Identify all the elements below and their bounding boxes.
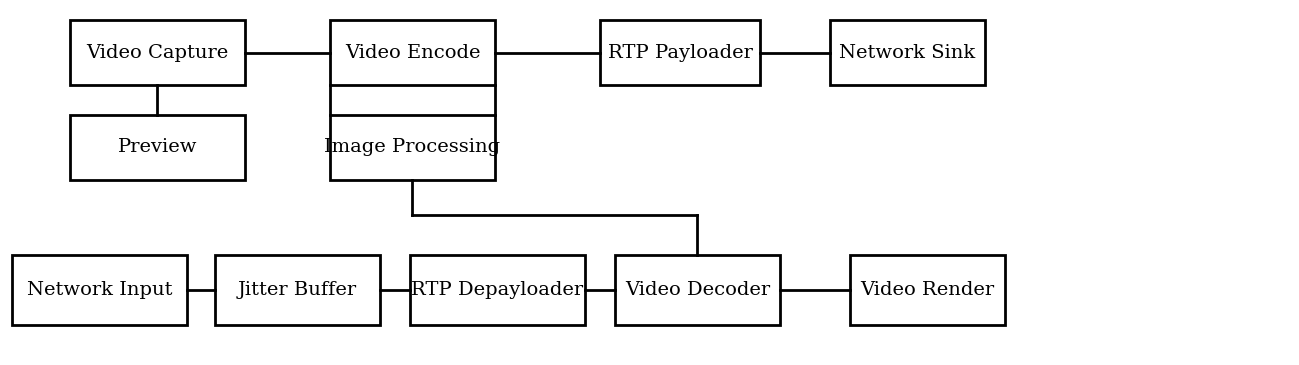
Bar (330, 20, 495, 85)
Bar (600, 20, 760, 85)
Bar (850, 255, 1005, 325)
Text: Video Capture: Video Capture (86, 43, 229, 61)
Bar (70, 20, 246, 85)
Bar (70, 115, 246, 180)
Text: Image Processing: Image Processing (325, 138, 500, 157)
Text: Preview: Preview (118, 138, 197, 157)
Bar (12, 255, 187, 325)
Text: Video Render: Video Render (860, 281, 995, 299)
Text: Jitter Buffer: Jitter Buffer (238, 281, 357, 299)
Bar (614, 255, 779, 325)
Bar (330, 115, 495, 180)
Bar (830, 20, 985, 85)
Text: Network Input: Network Input (27, 281, 173, 299)
Bar (410, 255, 585, 325)
Text: Video Encode: Video Encode (344, 43, 481, 61)
Text: RTP Depayloader: RTP Depayloader (412, 281, 583, 299)
Text: Network Sink: Network Sink (839, 43, 976, 61)
Text: Video Decoder: Video Decoder (625, 281, 770, 299)
Bar (216, 255, 381, 325)
Text: RTP Payloader: RTP Payloader (608, 43, 752, 61)
